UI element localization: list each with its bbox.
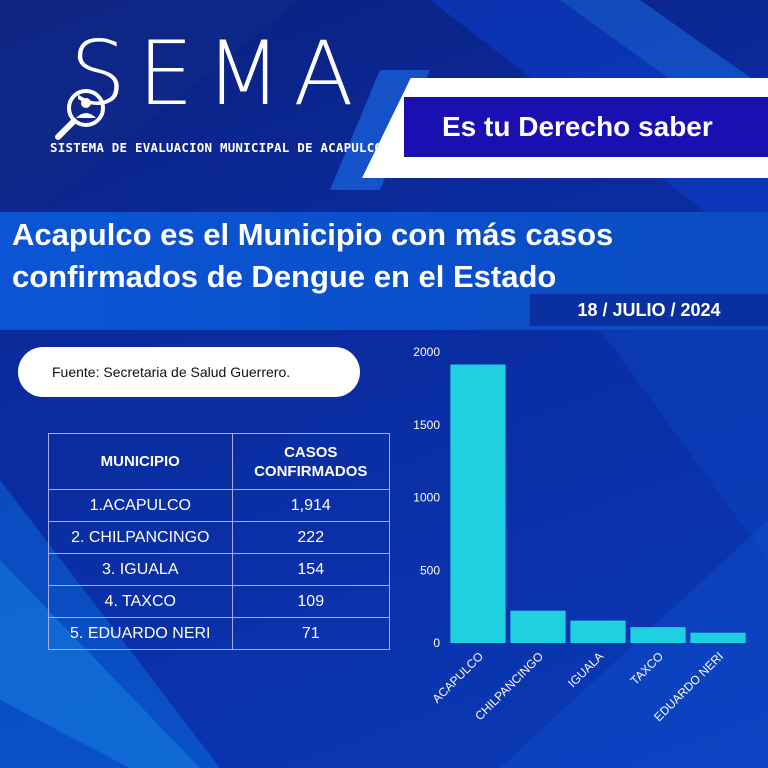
y-tick-label: 2000 [413,345,440,359]
table-cell-municipio: 5. EDUARDO NERI [48,617,233,650]
table-header-casos: CASOS CONFIRMADOS [231,433,391,490]
date-label: 18 / JULIO / 2024 [530,294,768,326]
table-row: 3. IGUALA 154 [48,553,391,586]
tagline: Es tu Derecho saber [404,97,768,157]
table-cell-municipio: 4. TAXCO [48,585,233,618]
table-cell-municipio: 3. IGUALA [48,553,233,586]
table-header-municipio: MUNICIPIO [48,433,233,490]
source-note: Fuente: Secretaria de Salud Guerrero. [18,347,360,397]
table-cell-casos: 154 [231,553,391,586]
table-row: 4. TAXCO 109 [48,585,391,618]
x-tick-label: IGUALA [565,649,606,690]
logo-subtitle: SISTEMA DE EVALUACION MUNICIPAL DE ACAPU… [50,140,383,155]
logo-title: SEMA [70,22,366,125]
table-cell-casos: 1,914 [231,489,391,522]
table-cell-casos: 222 [231,521,391,554]
x-tick-label: ACAPULCO [430,649,487,706]
magnifier-icon [55,89,105,140]
bar-iguala [570,620,626,643]
y-tick-label: 1000 [413,491,440,505]
y-tick-label: 0 [433,636,440,650]
bar-chilpancingo [510,610,566,643]
y-tick-label: 500 [420,563,440,577]
table-cell-municipio: 2. CHILPANCINGO [48,521,233,554]
x-tick-label: TAXCO [628,649,667,688]
bar-acapulco [450,364,506,643]
table-cell-casos: 71 [231,617,391,650]
table-header-row: MUNICIPIO CASOS CONFIRMADOS [48,433,391,490]
table-cell-casos: 109 [231,585,391,618]
y-tick-label: 1500 [413,418,440,432]
table-row: 2. CHILPANCINGO 222 [48,521,391,554]
cases-table: MUNICIPIO CASOS CONFIRMADOS 1.ACAPULCO 1… [48,433,391,650]
table-cell-municipio: 1.ACAPULCO [48,489,233,522]
headline: Acapulco es el Municipio con más casos c… [12,217,614,294]
bar-taxco [630,627,686,643]
table-row: 1.ACAPULCO 1,914 [48,489,391,522]
table-row: 5. EDUARDO NERI 71 [48,617,391,650]
bar-eduardo-neri [690,632,746,643]
